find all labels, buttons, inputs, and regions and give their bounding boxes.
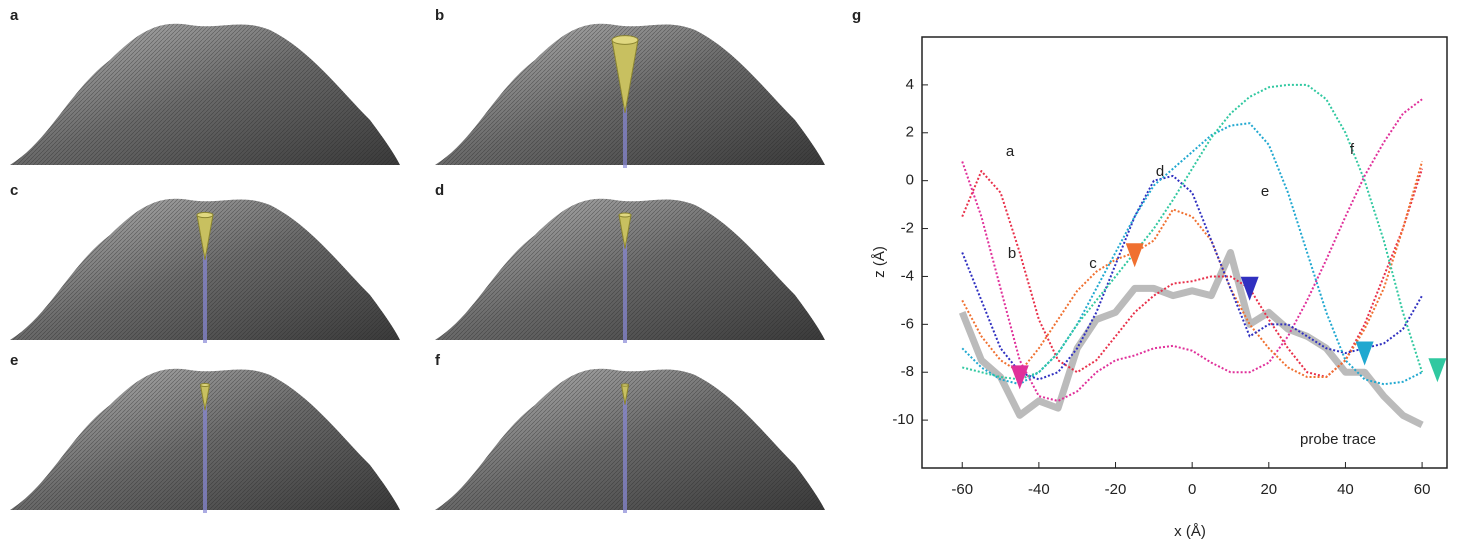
probe-cone-top [196,211,214,219]
curve [961,83,1424,381]
y-tick-label: -4 [901,267,914,284]
x-tick-label: -20 [1105,481,1127,498]
curve-label: probe trace [1300,431,1376,448]
y-tick-label: -8 [901,363,914,380]
probe-marker [1355,341,1374,366]
x-tick-label: 20 [1260,481,1277,498]
curve-label: f [1350,141,1355,158]
surface-panel: f [435,352,825,513]
curve [961,98,1423,402]
probe-marker [1010,365,1029,390]
curve [961,174,1423,381]
surface-mesh [435,198,825,340]
x-tick-label: 40 [1337,481,1354,498]
panel-label: g [852,7,861,24]
chart: g x (Å) z (Å) -60 -40 -20 0 20 40 60420-2-4-6-… [852,7,1448,540]
y-tick-label: -10 [892,411,914,428]
curve-label: e [1261,183,1269,200]
curve-label: b [1008,245,1016,262]
surface-mesh [435,368,825,510]
probe-trace [958,249,1424,429]
x-tick-label: -60 [951,481,973,498]
probe-marker [1428,358,1447,383]
y-tick-label: 2 [906,124,914,141]
probe-marker [1125,243,1144,268]
curve-label: c [1089,255,1097,272]
panel-label: b [435,7,444,24]
x-tick-label: -40 [1028,481,1050,498]
panel-label: e [10,352,18,369]
curve-label: a [1006,143,1015,160]
surface-panel: d [435,182,825,343]
curve [961,122,1423,386]
probe-cone-top [611,35,639,45]
x-tick-label: 60 [1414,481,1431,498]
surface-panel: a [10,7,400,165]
y-tick-label: 0 [906,172,914,189]
panel-label: c [10,182,18,199]
surface-panel: b [435,7,825,168]
plot-frame [921,36,1448,469]
probe-cone-top [200,383,210,387]
panel-label: a [10,7,19,24]
y-tick-label: 4 [906,76,914,93]
probe-cone-top [621,383,629,387]
probe-cone-top [618,212,632,218]
surface-panel: e [10,352,400,513]
probe-marker [1240,276,1259,301]
x-tick-label: 0 [1188,481,1196,498]
y-tick-label: -2 [901,220,914,237]
x-axis-label: x (Å) [1174,523,1206,540]
curve [961,168,1424,379]
surface-panels: a b c d e f [10,7,825,513]
y-axis-label: z (Å) [871,246,888,278]
surface-mesh [435,23,825,165]
surface-panel: c [10,182,400,343]
curve-label: d [1156,163,1164,180]
surface-mesh [10,23,400,165]
panel-label: d [435,182,444,199]
curve [961,161,1424,379]
y-tick-label: -6 [901,315,914,332]
panel-label: f [435,352,441,369]
